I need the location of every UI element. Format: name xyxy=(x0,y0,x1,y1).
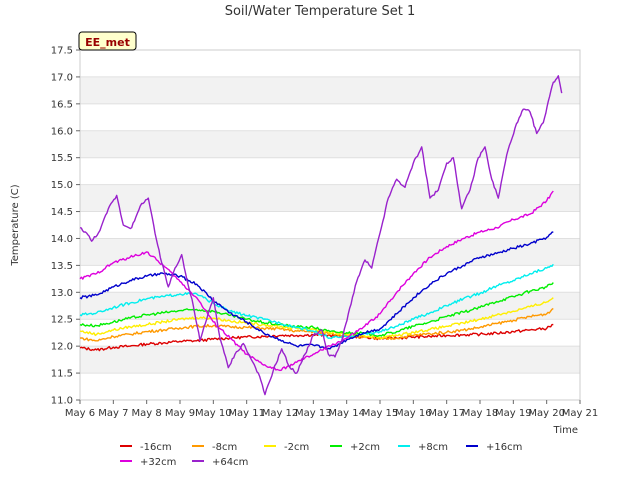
grid-band xyxy=(80,130,580,158)
series-line-+2cm xyxy=(79,282,554,337)
grid-band xyxy=(80,50,580,77)
x-tick-label: May 13 xyxy=(295,408,332,419)
legend-label: -16cm xyxy=(140,442,172,453)
y-tick-label: 15.0 xyxy=(51,180,73,191)
legend-label: -8cm xyxy=(212,442,237,453)
x-tick-label: May 9 xyxy=(165,408,195,419)
grid-band xyxy=(80,238,580,266)
x-tick-label: May 16 xyxy=(395,408,432,419)
series-line--2cm xyxy=(79,297,554,340)
y-tick-label: 14.0 xyxy=(51,234,73,245)
y-axis-ticks: 11.0 11.5 12.0 12.5 13.0 13.5 14.0 14.5 15.0 15.5… xyxy=(51,46,80,407)
y-tick-label: 13.0 xyxy=(51,288,73,299)
grid-band xyxy=(80,373,580,400)
x-tick-label: May 20 xyxy=(528,408,565,419)
series-line--16cm xyxy=(79,323,554,352)
station-badge-label: EE_met xyxy=(85,36,130,49)
series-line-+32cm xyxy=(79,190,554,372)
x-tick-label: May 19 xyxy=(495,408,532,419)
x-tick-label: May 6 xyxy=(65,408,95,419)
x-tick-label: May 11 xyxy=(228,408,265,419)
x-tick-label: May 12 xyxy=(262,408,299,419)
station-badge-box xyxy=(78,31,137,51)
legend-label: +8cm xyxy=(418,442,448,453)
x-tick-label: May 15 xyxy=(362,408,399,419)
x-tick-label: May 21 xyxy=(562,408,599,419)
legend: -16cm -8cm -2cm +2cm +8cm +16cm +32cm +64cm xyxy=(120,442,522,468)
y-axis-label: Temperature (C) xyxy=(10,184,21,266)
legend-label: +16cm xyxy=(486,442,522,453)
grid-band xyxy=(80,76,580,104)
x-tick-label: May 10 xyxy=(195,408,232,419)
y-tick-label: 16.0 xyxy=(51,126,73,137)
x-tick-label: May 8 xyxy=(132,408,162,419)
legend-label: +64cm xyxy=(212,457,248,468)
legend-label: +2cm xyxy=(350,442,380,453)
grid-band xyxy=(80,103,580,131)
chart-title: Soil/Water Temperature Set 1 xyxy=(225,4,416,19)
series-line-+8cm xyxy=(79,263,554,340)
x-tick-label: May 7 xyxy=(98,408,128,419)
series-lines xyxy=(79,75,563,396)
x-axis-label: Time xyxy=(553,425,578,436)
grid-band xyxy=(80,346,580,374)
y-tick-label: 13.5 xyxy=(51,261,73,272)
y-tick-label: 14.5 xyxy=(51,207,73,218)
y-tick-label: 12.0 xyxy=(51,342,73,353)
x-tick-label: May 17 xyxy=(428,408,465,419)
plot-frame xyxy=(79,49,581,401)
series-line-+16cm xyxy=(79,231,554,350)
y-tick-label: 12.5 xyxy=(51,315,73,326)
y-tick-label: 16.5 xyxy=(51,99,73,110)
legend-label: +32cm xyxy=(140,457,176,468)
series-line-+64cm xyxy=(79,75,563,396)
y-tick-label: 15.5 xyxy=(51,153,73,164)
grid-bands xyxy=(80,50,580,401)
y-tick-label: 11.0 xyxy=(51,396,73,407)
grid-band xyxy=(80,157,580,185)
grid-band xyxy=(80,211,580,239)
x-tick-label: May 14 xyxy=(328,408,365,419)
grid-band xyxy=(80,265,580,293)
grid-band xyxy=(80,184,580,212)
x-tick-label: May 18 xyxy=(462,408,499,419)
y-tick-label: 17.0 xyxy=(51,72,73,83)
y-tick-label: 17.5 xyxy=(51,46,73,57)
legend-label: -2cm xyxy=(284,442,309,453)
station-badge: EE_met xyxy=(78,31,137,51)
y-tick-label: 11.5 xyxy=(51,369,73,380)
